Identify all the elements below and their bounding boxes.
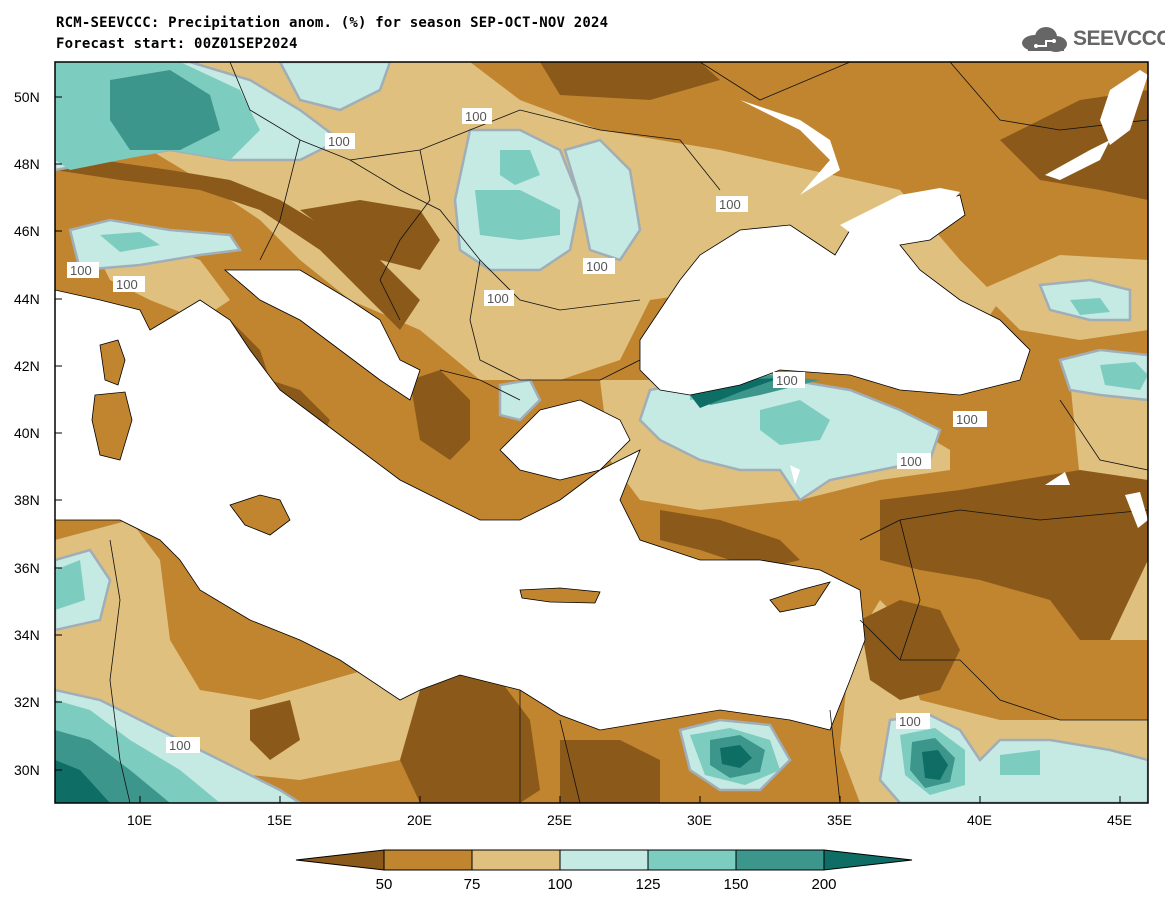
- country-borders: [109, 62, 1148, 803]
- inland-water: [740, 70, 1148, 528]
- lon-label: 15E: [267, 812, 292, 828]
- lat-label: 44N: [14, 291, 40, 307]
- colorbar-max-arrow: [823, 849, 913, 871]
- colorbar-label: 50: [376, 876, 393, 893]
- lon-label: 10E: [127, 812, 152, 828]
- colorbar-segment: [471, 849, 561, 871]
- colorbar-segment: [647, 849, 737, 871]
- colorbar-segment: [383, 849, 473, 871]
- colorbar-label: 200: [811, 876, 836, 893]
- colorbar: 50 75 100 125 150 200: [295, 849, 913, 893]
- lon-label: 40E: [967, 812, 992, 828]
- cloud-icon: [1022, 27, 1067, 52]
- lon-label: 20E: [407, 812, 432, 828]
- contour-label: 100: [776, 373, 798, 388]
- lat-label: 40N: [14, 425, 40, 441]
- latitude-axis: [55, 96, 62, 771]
- logo-text: SEEVCCC: [1073, 27, 1165, 50]
- contour-label: 100: [586, 259, 608, 274]
- contour-label: 100: [169, 738, 191, 753]
- lat-label: 46N: [14, 223, 40, 239]
- map-title: RCM-SEEVCCC: Precipitation anom. (%) for…: [56, 15, 609, 31]
- islands: [91, 339, 831, 613]
- lat-label: 42N: [14, 358, 40, 374]
- longitude-axis: [139, 796, 1121, 803]
- contour-label: 100: [328, 134, 350, 149]
- contour-label: 100: [956, 412, 978, 427]
- contour-labels: 100 100 100 100 100 100 100 100 100 100 …: [67, 108, 987, 753]
- lon-label: 30E: [687, 812, 712, 828]
- seas: [55, 194, 1031, 731]
- contour-label: 100: [116, 277, 138, 292]
- colorbar-label: 150: [723, 876, 748, 893]
- colorbar-label: 100: [547, 876, 572, 893]
- anomaly-over-200: [55, 378, 948, 803]
- lat-label: 36N: [14, 560, 40, 576]
- colorbar-segment: [735, 849, 825, 871]
- contour-label: 100: [900, 454, 922, 469]
- colorbar-label: 125: [635, 876, 660, 893]
- lat-label: 32N: [14, 694, 40, 710]
- lon-label: 45E: [1107, 812, 1132, 828]
- colorbar-segment: [559, 849, 649, 871]
- longitude-labels: 10E 15E 20E 25E 30E 35E 40E 45E: [127, 812, 1132, 828]
- latitude-labels: 50N 48N 46N 44N 42N 40N 38N 36N 34N 32N …: [14, 89, 40, 778]
- lon-label: 25E: [547, 812, 572, 828]
- forecast-start: Forecast start: 00Z01SEP2024: [56, 36, 298, 52]
- contour-label: 100: [70, 263, 92, 278]
- seevccc-logo: SEEVCCC: [1018, 24, 1165, 56]
- map-field: 100 100 100 100 100 100 100 100 100 100 …: [55, 62, 1148, 803]
- lat-label: 50N: [14, 89, 40, 105]
- lon-label: 35E: [827, 812, 852, 828]
- contour-label: 100: [719, 197, 741, 212]
- lat-label: 30N: [14, 762, 40, 778]
- lat-label: 38N: [14, 492, 40, 508]
- lat-label: 48N: [14, 156, 40, 172]
- contour-label: 100: [465, 109, 487, 124]
- colorbar-min-arrow: [295, 849, 385, 871]
- contour-label: 100: [487, 291, 509, 306]
- lat-label: 34N: [14, 627, 40, 643]
- colorbar-label: 75: [464, 876, 481, 893]
- contour-label: 100: [899, 714, 921, 729]
